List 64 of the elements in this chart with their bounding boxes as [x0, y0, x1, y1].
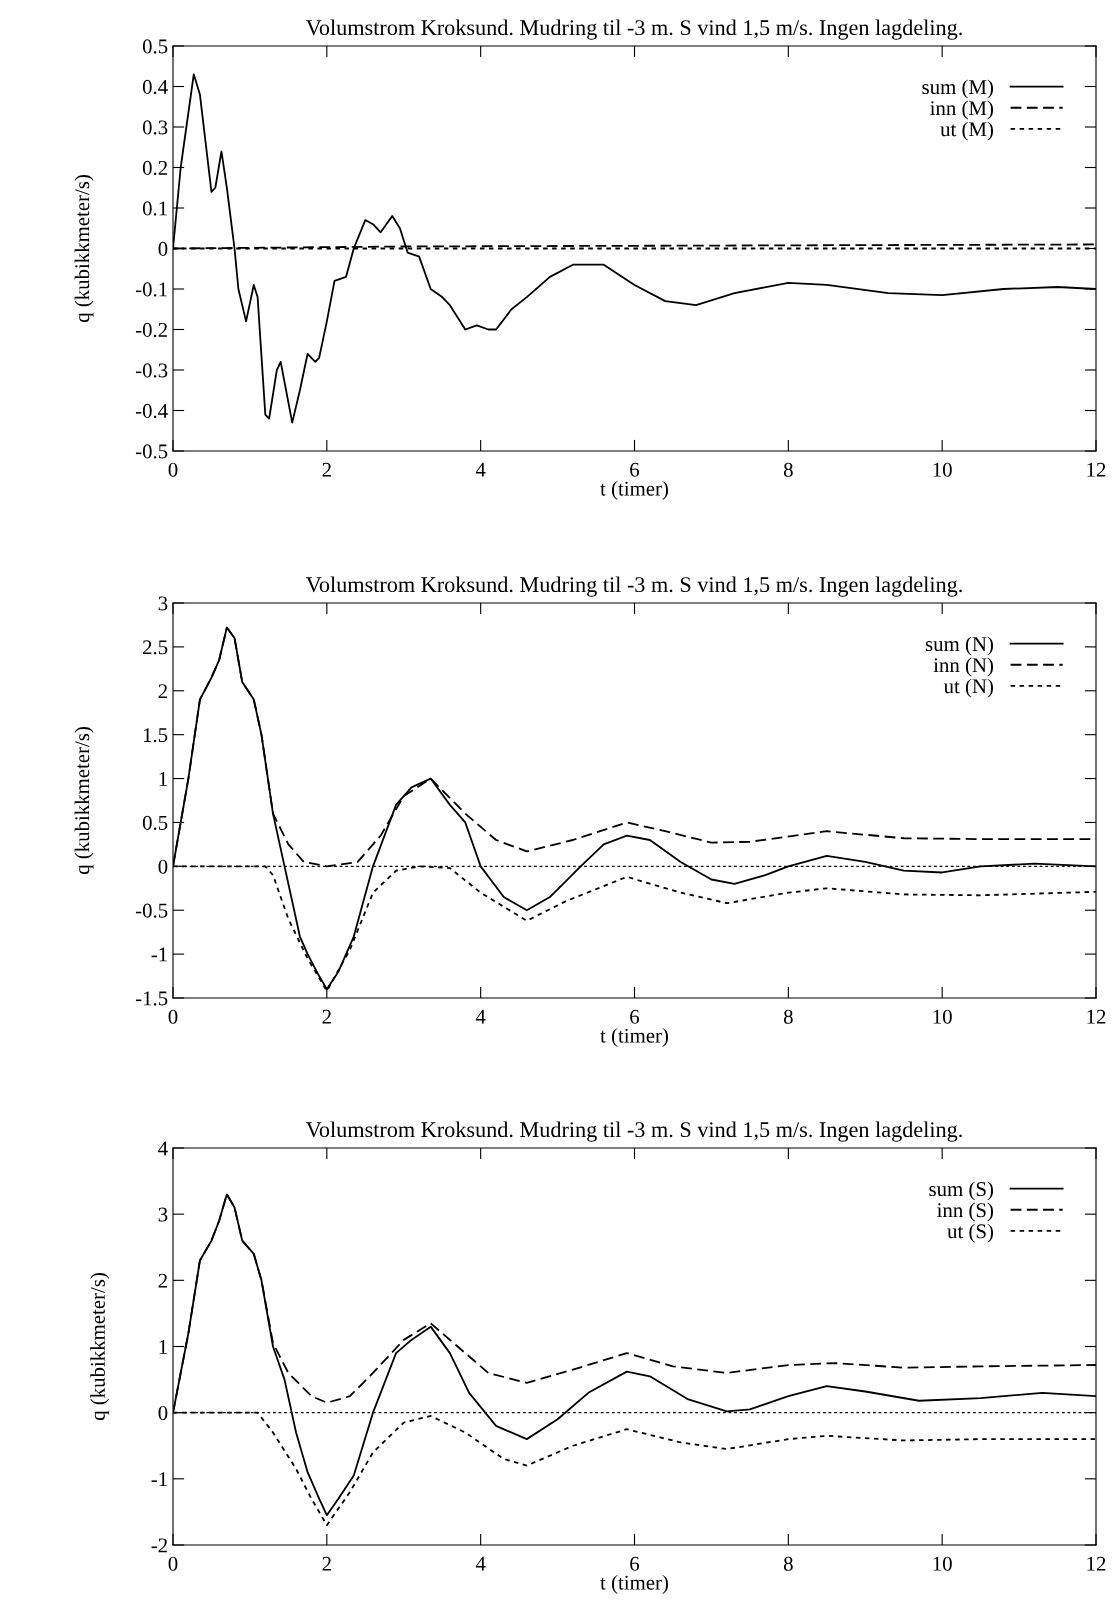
legend-label: sum (S)	[929, 1181, 993, 1201]
y-tick-label: -0.3	[135, 363, 168, 378]
x-tick-label: 2	[322, 1556, 331, 1571]
y-axis-title: q (kubikkmeter/s)	[74, 727, 94, 875]
y-tick-label: -1	[151, 947, 167, 962]
legend-label: inn (M)	[930, 100, 993, 120]
y-tick-label: 0	[158, 859, 168, 874]
x-axis-title: t (timer)	[600, 1028, 668, 1047]
legend-label: ut (S)	[947, 1223, 993, 1243]
legend-label: ut (N)	[943, 678, 993, 698]
x-tick-label: 10	[933, 462, 952, 477]
x-tick-label: 8	[783, 462, 793, 477]
y-tick-label: 3	[158, 1207, 168, 1222]
y-tick-label: 2	[158, 684, 167, 699]
x-tick-label: 10	[933, 1009, 952, 1024]
x-tick-label: 2	[322, 462, 331, 477]
x-tick-label: 4	[475, 462, 486, 477]
y-tick-label: 0	[158, 241, 168, 256]
y-tick-label: -0.5	[135, 903, 168, 918]
y-tick-label: 4	[158, 1141, 168, 1156]
y-tick-label: -1.5	[135, 991, 168, 1006]
y-tick-label: -0.2	[135, 322, 167, 338]
y-tick-label: 1.5	[143, 728, 168, 743]
x-tick-label: 8	[783, 1556, 793, 1571]
y-tick-label: 0.4	[142, 79, 168, 95]
y-tick-label: -2	[151, 1538, 167, 1553]
y-tick-label: 0.5	[142, 815, 168, 830]
legend-label: sum (M)	[922, 79, 993, 99]
x-tick-label: 12	[1087, 462, 1106, 477]
x-axis-title: t (timer)	[600, 1575, 668, 1594]
y-axis-title: q (kubikkmeter/s)	[90, 1273, 110, 1421]
y-tick-label: 0.1	[142, 201, 167, 216]
y-tick-label: -0.4	[135, 403, 168, 419]
x-tick-label: 8	[783, 1009, 793, 1024]
y-tick-label: -1	[151, 1472, 167, 1487]
x-tick-label: 10	[933, 1556, 952, 1571]
y-tick-label: 0.2	[142, 160, 167, 176]
legend-label: ut (M)	[940, 121, 993, 141]
x-tick-label: 6	[630, 1556, 640, 1571]
y-tick-label: 0	[158, 1406, 168, 1421]
y-tick-label: 2.5	[143, 640, 168, 655]
y-tick-label: 3	[158, 596, 168, 611]
x-tick-label: 12	[1087, 1009, 1106, 1024]
x-tick-label: 12	[1087, 1556, 1106, 1571]
y-axis-title: q (kubikkmeter/s)	[74, 175, 94, 323]
x-axis-title: t (timer)	[600, 481, 668, 500]
x-tick-label: 2	[322, 1009, 331, 1024]
y-tick-label: -0.5	[135, 444, 168, 459]
legend-label: sum (N)	[925, 636, 993, 656]
x-tick-label: 6	[630, 1009, 640, 1024]
y-tick-label: 1	[159, 772, 167, 786]
chart-title: Volumstrom Kroksund. Mudring til -3 m. S vind 1,5 m/s. Ingen lagdeling.	[305, 1121, 962, 1142]
x-tick-label: 4	[475, 1556, 486, 1571]
chart-title: Volumstrom Kroksund. Mudring til -3 m. S vind 1,5 m/s. Ingen lagdeling.	[305, 576, 962, 597]
x-tick-label: 4	[475, 1009, 486, 1024]
x-tick-label: 6	[630, 462, 640, 477]
y-tick-label: 0.3	[142, 120, 168, 135]
y-tick-label: 2	[158, 1273, 167, 1288]
y-tick-label: 0.5	[142, 39, 168, 54]
legend-label: inn (N)	[933, 657, 993, 677]
legend-label: inn (S)	[937, 1202, 993, 1222]
chart-title: Volumstrom Kroksund. Mudring til -3 m. S vind 1,5 m/s. Ingen lagdeling.	[305, 19, 962, 40]
y-tick-label: 1	[159, 1339, 167, 1354]
y-tick-label: -0.1	[135, 282, 167, 297]
